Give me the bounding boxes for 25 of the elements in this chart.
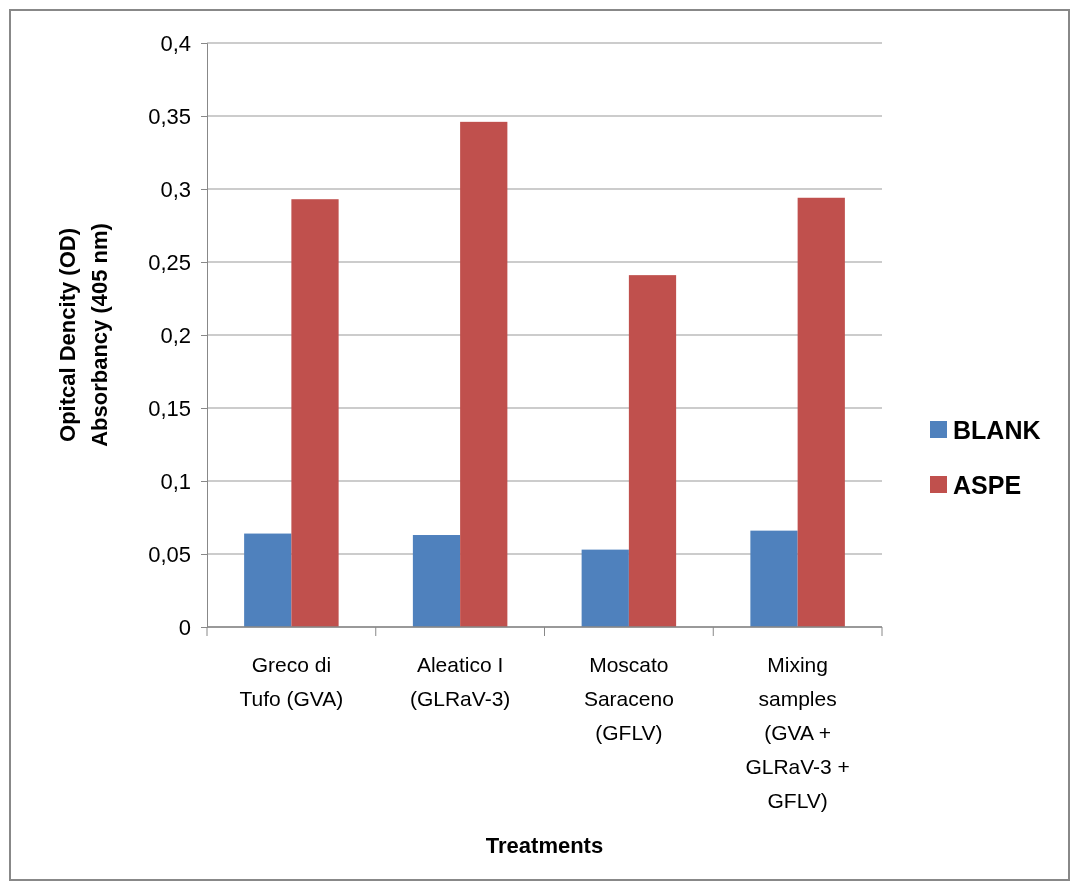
x-tick-label: Aleatico I (GLRaV-3) [409, 653, 511, 710]
y-tick-label: 0,1 [160, 468, 191, 494]
y-tick-label: 0 [178, 614, 191, 640]
bar [581, 549, 629, 627]
y-tick-label: 0,25 [148, 249, 191, 275]
x-tick-label: Moscato Saraceno (GFLV) [583, 653, 674, 744]
bar [460, 121, 508, 627]
y-tick-label: 0,05 [148, 541, 191, 567]
y-axis-title: Opitcal Dencity (OD) Absorbancy (405 nm) [55, 223, 112, 447]
y-tick-label: 0,4 [160, 30, 191, 56]
y-tick-label: 0,35 [148, 103, 191, 129]
x-tick-label: Mixing samples (GVA + GLRaV-3 + GFLV) [745, 653, 850, 812]
legend-label: ASPE [953, 471, 1022, 499]
bar [244, 533, 292, 627]
bar [750, 530, 798, 627]
bar [412, 535, 461, 627]
x-tick-label: Greco di Tufo (GVA) [239, 653, 344, 710]
y-tick-label: 0,2 [160, 322, 191, 348]
x-axis-title: Treatments [485, 833, 604, 858]
bar [797, 197, 845, 627]
bar [628, 275, 677, 627]
y-tick-label: 0,15 [148, 395, 191, 421]
bar [291, 199, 339, 627]
legend-label: BLANK [953, 416, 1041, 444]
y-tick-label: 0,3 [160, 176, 191, 202]
